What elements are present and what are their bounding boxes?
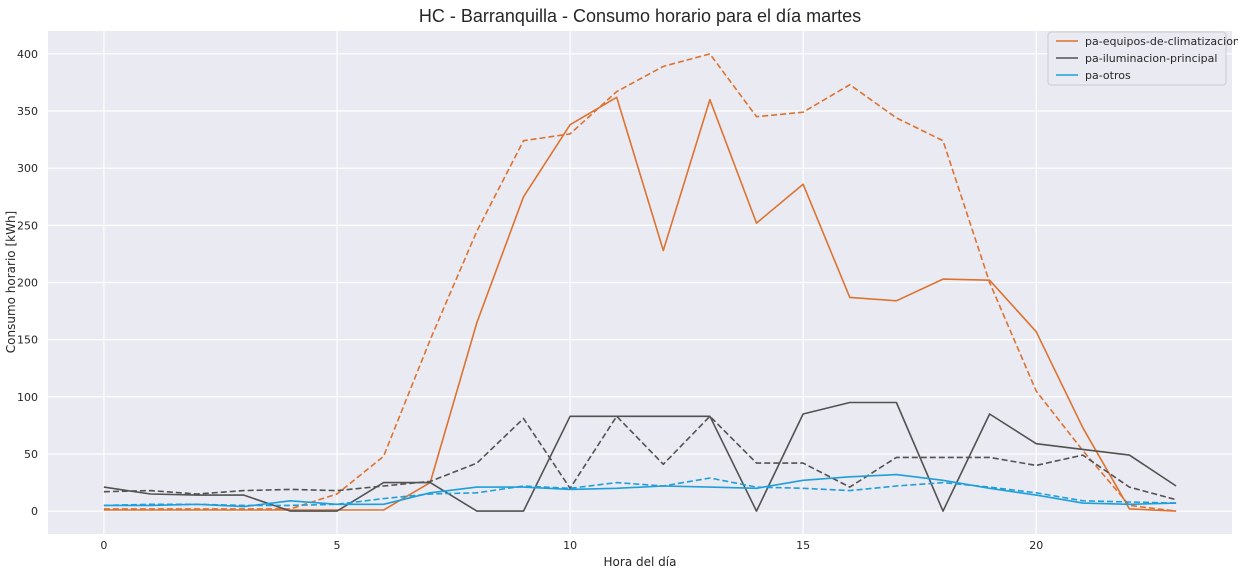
legend-entry: pa-otros	[1085, 69, 1131, 82]
x-axis-label: Hora del día	[604, 555, 677, 569]
y-axis-label: Consumo horario [kWh]	[4, 211, 18, 353]
x-tick-label: 5	[334, 539, 341, 552]
legend-entry: pa-iluminacion-principal	[1085, 52, 1217, 65]
chart-title: HC - Barranquilla - Consumo horario para…	[419, 6, 861, 26]
y-tick-label: 250	[17, 219, 38, 232]
y-tick-label: 100	[17, 391, 38, 404]
x-tick-label: 10	[563, 539, 577, 552]
series-layer	[103, 53, 1177, 512]
series-line-pa-equipos-de-climatizacion-dashed	[103, 53, 1177, 512]
y-tick-label: 300	[17, 162, 38, 175]
y-tick-label: 400	[17, 48, 38, 61]
y-tick-label: 200	[17, 277, 38, 290]
y-tick-label: 0	[31, 505, 38, 518]
y-tick-label: 150	[17, 334, 38, 347]
legend: pa-equipos-de-climatizacion pa-iluminacio…	[1047, 31, 1238, 86]
y-tick-label: 50	[24, 448, 38, 461]
x-tick-label: 20	[1029, 539, 1043, 552]
x-tick-label: 0	[100, 539, 107, 552]
legend-box	[1047, 31, 1227, 86]
grid	[48, 31, 1232, 534]
y-tick-label: 350	[17, 105, 38, 118]
legend-entry: pa-equipos-de-climatizacion	[1085, 35, 1238, 48]
series-line-pa-otros-solid	[103, 473, 1177, 508]
series-line-pa-iluminacion-principal-solid	[103, 401, 1177, 512]
series-line-pa-equipos-de-climatizacion-solid	[103, 96, 1177, 512]
series-line-pa-iluminacion-principal-dashed	[103, 415, 1177, 501]
x-tick-label: 15	[796, 539, 810, 552]
